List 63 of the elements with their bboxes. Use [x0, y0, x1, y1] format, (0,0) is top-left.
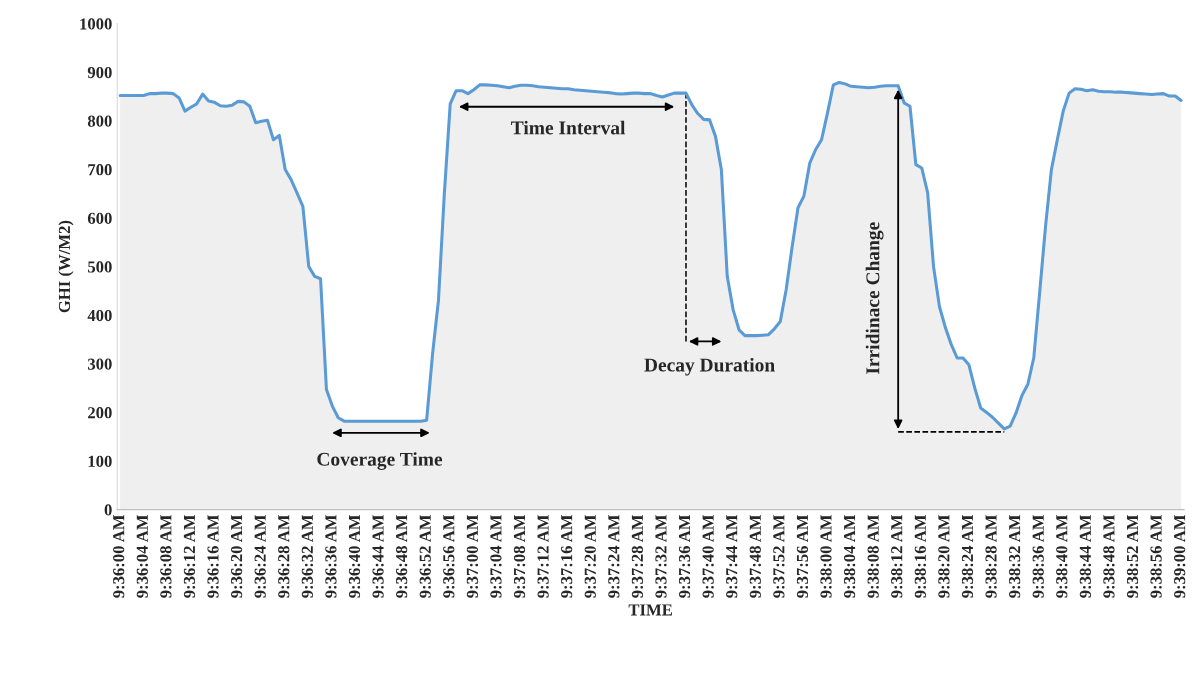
- x-tick-label: 9:36:24 AM: [254, 514, 266, 598]
- x-tick-label: 9:36:20 AM: [230, 514, 243, 598]
- x-tick-label: 9:36:28 AM: [278, 514, 290, 598]
- y-tick-label: 0: [104, 504, 112, 516]
- x-tick-label: 9:37:16 AM: [561, 514, 573, 598]
- x-tick-label: 9:36:48 AM: [396, 514, 408, 598]
- y-tick-label: 800: [87, 115, 112, 127]
- x-tick-label: 9:37:04 AM: [490, 514, 502, 598]
- x-tick-label: 9:37:28 AM: [631, 514, 644, 598]
- x-tick-label: 9:37:00 AM: [466, 514, 479, 598]
- x-tick-label: 9:36:56 AM: [443, 514, 455, 598]
- x-tick-label: 9:36:16 AM: [207, 514, 219, 598]
- y-tick-label: 900: [87, 66, 112, 79]
- x-tick-label: 9:38:36 AM: [1032, 514, 1044, 598]
- x-tick-label: 9:38:00 AM: [820, 514, 832, 598]
- x-tick-label: 9:38:32 AM: [1008, 514, 1021, 598]
- x-tick-label: 9:36:08 AM: [160, 514, 172, 598]
- x-tick-label: 9:38:12 AM: [891, 514, 903, 598]
- x-tick-label: 9:38:44 AM: [1079, 514, 1092, 598]
- x-tick-label: 9:38:20 AM: [938, 514, 950, 598]
- x-tick-label: 9:37:44 AM: [726, 514, 738, 598]
- y-tick-label: 200: [88, 407, 112, 419]
- x-tick-label: 9:36:00 AM: [113, 514, 125, 598]
- annotation: Coverage Time: [317, 452, 443, 470]
- x-tick-label: 9:38:04 AM: [843, 514, 856, 598]
- y-tick-label: 300: [87, 358, 112, 370]
- annotation: Time Interval: [511, 120, 626, 135]
- x-tick-label: 9:36:04 AM: [136, 514, 148, 598]
- x-tick-label: 9:37:12 AM: [537, 514, 549, 598]
- x-tick-label: 9:38:24 AM: [961, 514, 974, 598]
- x-tick-label: 9:37:56 AM: [796, 514, 809, 598]
- x-tick-label: 9:36:40 AM: [348, 514, 361, 598]
- x-tick-label: 9:37:52 AM: [773, 514, 785, 598]
- y-tick-label: 1000: [80, 18, 112, 30]
- y-tick-label: 700: [88, 164, 112, 176]
- x-tick-label: 9:36:32 AM: [301, 514, 314, 598]
- x-tick-label: 9:37:08 AM: [513, 514, 526, 598]
- y-tick-label: 400: [87, 309, 112, 322]
- x-tick-label: 9:36:36 AM: [325, 514, 337, 598]
- y-tick-label: 600: [87, 212, 112, 224]
- x-tick-label: 9:38:28 AM: [985, 514, 997, 598]
- x-tick-label: 9:37:32 AM: [655, 514, 667, 598]
- x-tick-label: 9:37:20 AM: [584, 514, 596, 598]
- y-tick-label: 100: [88, 455, 112, 467]
- x-tick-label: 9:37:48 AM: [749, 514, 761, 598]
- x-tick-label: 9:38:40 AM: [1056, 514, 1068, 598]
- x-tick-label: 9:39:00 AM: [1174, 514, 1186, 598]
- x-tick-label: 9:36:52 AM: [419, 514, 431, 598]
- x-tick-label: 9:36:44 AM: [372, 514, 384, 598]
- x-axis-title: TIME: [628, 604, 672, 616]
- x-tick-label: 9:37:40 AM: [702, 514, 714, 598]
- x-tick-label: 9:38:56 AM: [1150, 514, 1162, 598]
- annotation: Irridinace Change: [865, 222, 884, 374]
- x-tick-label: 9:37:36 AM: [678, 514, 691, 598]
- x-tick-label: 9:36:12 AM: [183, 514, 196, 598]
- x-tick-label: 9:38:08 AM: [867, 514, 879, 598]
- y-axis-title: GHI (W/M2): [58, 220, 74, 313]
- x-tick-label: 9:38:52 AM: [1126, 514, 1139, 598]
- x-tick-label: 9:38:16 AM: [914, 514, 926, 598]
- x-tick-label: 9:38:48 AM: [1103, 514, 1115, 598]
- annotation: Decay Duration: [644, 357, 775, 376]
- x-tick-label: 9:37:24 AM: [608, 514, 620, 598]
- y-tick-label: 500: [88, 261, 112, 273]
